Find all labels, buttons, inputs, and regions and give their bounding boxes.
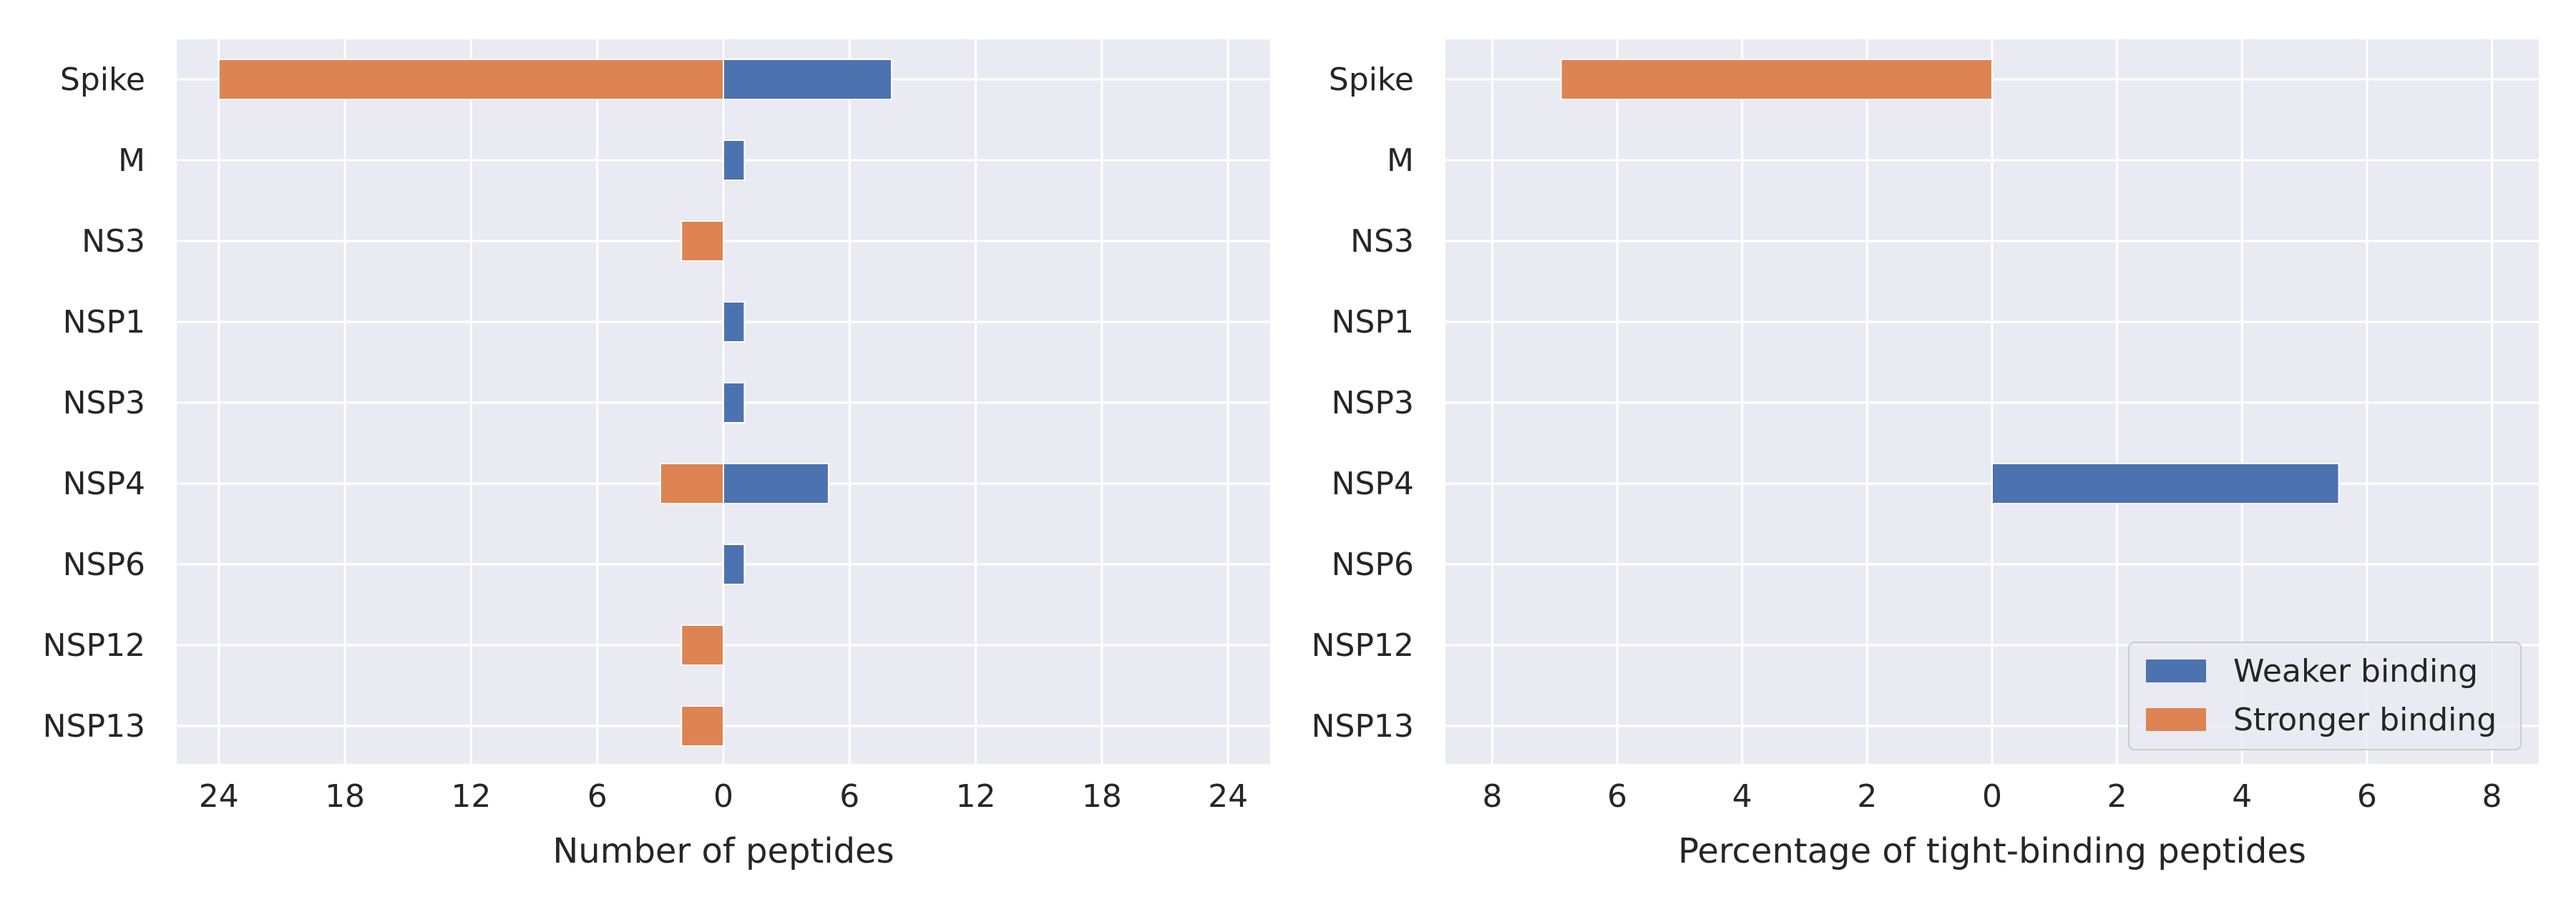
legend-frame	[2128, 642, 2522, 750]
x-tick-label: 18	[1082, 778, 1122, 815]
y-tick-label: NSP1	[1332, 304, 1414, 340]
x-tick-label: 6	[1607, 778, 1627, 815]
y-tick-label: M	[118, 142, 145, 179]
x-tick-label: 6	[587, 778, 608, 815]
x-tick-label: 0	[713, 778, 733, 815]
y-tick-label: NSP12	[43, 627, 145, 664]
y-tick-label: NSP13	[1312, 708, 1414, 745]
bar-weaker-binding-nsp3	[723, 382, 746, 423]
x-tick-label: 4	[2232, 778, 2252, 815]
bar-stronger-binding-spike	[1560, 59, 1994, 100]
bar-weaker-binding-m	[723, 139, 746, 181]
y-tick-label: NS3	[82, 223, 145, 260]
x-tick-label: 18	[325, 778, 365, 815]
x-tick-label: 2	[2107, 778, 2127, 815]
y-tick-label: NSP6	[63, 546, 145, 583]
y-tick-label: Spike	[60, 62, 145, 98]
bar-stronger-binding-nsp13	[680, 705, 725, 747]
bar-weaker-binding-nsp4	[723, 463, 829, 504]
x-tick-label: 6	[2357, 778, 2377, 815]
y-tick-label: NS3	[1350, 223, 1414, 260]
x-axis-label: Number of peptides	[552, 831, 894, 871]
y-tick-label: NSP4	[63, 466, 145, 502]
y-tick-label: NSP12	[1312, 627, 1414, 664]
bar-weaker-binding-nsp6	[723, 544, 746, 585]
x-tick-label: 4	[1732, 778, 1752, 815]
bar-stronger-binding-spike	[218, 59, 724, 100]
y-tick-label: NSP6	[1332, 546, 1414, 583]
legend-label: Weaker binding	[2233, 653, 2478, 690]
y-tick-label: NSP1	[63, 304, 145, 340]
bar-weaker-binding-spike	[723, 59, 893, 100]
legend-swatch	[2146, 708, 2206, 731]
x-tick-label: 0	[1982, 778, 2002, 815]
y-tick-label: NSP3	[63, 385, 145, 421]
legend: Weaker binding Stronger binding	[2128, 642, 2522, 750]
y-tick-label: Spike	[1329, 62, 1414, 98]
x-tick-label: 6	[839, 778, 859, 815]
bar-weaker-binding-nsp1	[723, 301, 746, 343]
y-tick-label: M	[1387, 142, 1414, 179]
y-tick-label: NSP3	[1332, 385, 1414, 421]
x-tick-label: 8	[2482, 778, 2502, 815]
y-tick-label: NSP4	[1332, 466, 1414, 502]
bar-stronger-binding-nsp12	[680, 624, 725, 666]
x-axis-label: Percentage of tight-binding peptides	[1678, 831, 2306, 871]
x-tick-label: 12	[451, 778, 491, 815]
x-tick-label: 24	[199, 778, 239, 815]
bar-stronger-binding-nsp4	[659, 463, 724, 504]
chart-panel-tight-binding-percentage: 8 6 4 2 0 2 4 6 8 Spike M NS3 NSP1 NSP3 NSP4 NSP6 NSP12 N…	[1312, 39, 2539, 871]
x-tick-label: 8	[1482, 778, 1502, 815]
x-tick-label: 2	[1857, 778, 1877, 815]
x-tick-label: 12	[956, 778, 996, 815]
chart-panel-peptide-count: 24 18 12 6 0 6 12 18 24 Spike M NS3 NSP1 NSP3 NSP4 NSP6…	[43, 39, 1270, 871]
y-tick-label: NSP13	[43, 708, 145, 745]
x-tick-label: 24	[1208, 778, 1248, 815]
legend-swatch	[2146, 660, 2206, 682]
legend-label: Stronger binding	[2233, 702, 2497, 738]
bar-stronger-binding-ns3	[680, 220, 725, 262]
bar-weaker-binding-nsp4	[1991, 463, 2340, 504]
